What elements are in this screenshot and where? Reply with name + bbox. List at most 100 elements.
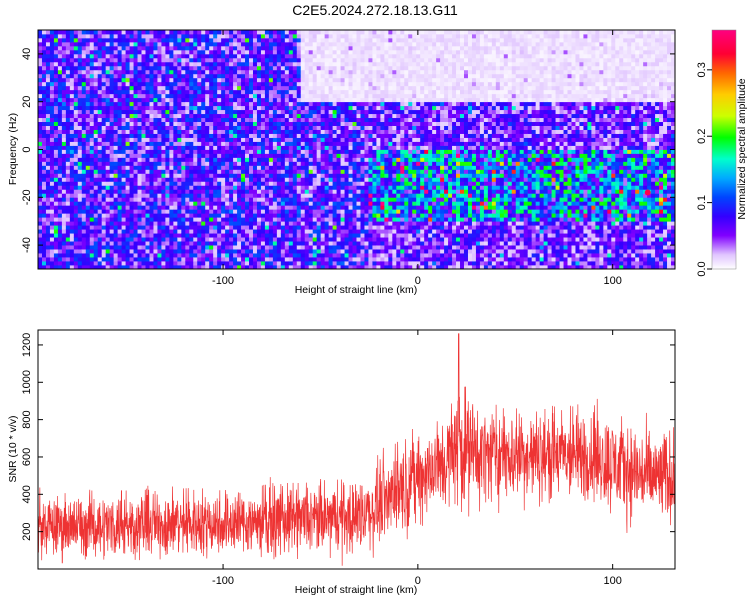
heatmap-cell (364, 209, 369, 214)
heatmap-cell (284, 205, 290, 210)
heatmap-cell (356, 257, 361, 262)
heatmap-cell (69, 197, 75, 202)
heatmap-cell (360, 117, 365, 123)
heatmap-cell (65, 37, 71, 43)
heatmap-cell (260, 85, 266, 91)
heatmap-cell (296, 173, 302, 178)
heatmap-cell (165, 265, 170, 269)
heatmap-cell (57, 30, 63, 35)
heatmap-cell (109, 197, 115, 202)
heatmap-cell (276, 101, 282, 107)
heatmap-cell (205, 197, 210, 202)
heatmap-cell (89, 145, 95, 150)
heatmap-cell (169, 149, 174, 154)
heatmap-cell (332, 141, 337, 146)
heatmap-cell (308, 153, 314, 158)
heatmap-cell (284, 141, 290, 146)
heatmap-cell (177, 165, 182, 170)
heatmap-cell (352, 129, 357, 134)
heatmap-cell (185, 117, 190, 123)
heatmap-cell (165, 141, 170, 146)
heatmap-cell (316, 241, 322, 246)
heatmap-cell (260, 129, 266, 134)
heatmap-cell (189, 241, 194, 246)
heatmap-cell (356, 225, 361, 230)
heatmap-cell (205, 173, 210, 178)
heatmap-cell (105, 225, 111, 230)
heatmap-cell (157, 253, 162, 258)
heatmap-cell (256, 121, 262, 126)
heatmap-cell (268, 245, 274, 250)
heatmap-cell (304, 77, 310, 83)
heatmap-cell (300, 209, 306, 214)
heatmap-cell (41, 185, 47, 190)
heatmap-cell (105, 241, 111, 246)
heatmap-cell (336, 45, 341, 51)
heatmap-cell (53, 225, 59, 230)
heatmap-cell (221, 209, 226, 214)
heatmap-cell (145, 149, 150, 154)
heatmap-cell (81, 89, 87, 95)
heatmap-cell (241, 205, 246, 210)
heatmap-cell (288, 57, 294, 63)
heatmap-cell (336, 53, 341, 59)
heatmap-cell (137, 221, 142, 226)
heatmap-cell (113, 233, 119, 238)
heatmap-cell (85, 57, 91, 63)
heatmap-cell (61, 105, 67, 111)
heatmap-cell (177, 53, 182, 59)
heatmap-cell (288, 249, 294, 254)
heatmap-cell (344, 217, 349, 222)
heatmap-cell (252, 137, 258, 142)
heatmap-cell (348, 197, 353, 202)
heatmap-cell (81, 81, 87, 87)
heatmap-cell (340, 73, 345, 79)
heatmap-cell (296, 97, 302, 103)
heatmap-cell (336, 30, 341, 35)
heatmap-cell (344, 237, 349, 242)
heatmap-cell (197, 53, 202, 59)
heatmap-cell (121, 89, 126, 95)
heatmap-cell (300, 205, 306, 210)
heatmap-cell (312, 33, 318, 39)
heatmap-cell (284, 93, 290, 99)
heatmap-cell (260, 117, 266, 123)
heatmap-cell (185, 85, 190, 91)
heatmap-cell (38, 61, 43, 67)
heatmap-cell (141, 197, 146, 202)
heatmap-cell (201, 109, 206, 115)
heatmap-cell (245, 241, 250, 246)
heatmap-cell (268, 221, 274, 226)
heatmap-cell (284, 89, 290, 95)
heatmap-cell (205, 129, 210, 134)
heatmap-cell (320, 41, 326, 47)
heatmap-cell (73, 137, 79, 142)
heatmap-cell (53, 30, 59, 35)
heatmap-cell (256, 181, 262, 186)
heatmap-cell (105, 105, 111, 111)
heatmap-cell (73, 81, 79, 87)
heatmap-cell (256, 141, 262, 146)
heatmap-cell (93, 193, 99, 198)
heatmap-cell (209, 233, 214, 238)
heatmap-cell (137, 41, 142, 47)
heatmap-cell (260, 113, 266, 119)
heatmap-cell (201, 205, 206, 210)
heatmap-cell (193, 129, 198, 134)
heatmap-cell (249, 49, 254, 55)
heatmap-cell (145, 101, 150, 107)
heatmap-cell (141, 41, 146, 47)
heatmap-cell (320, 181, 326, 186)
heatmap-cell (260, 109, 266, 115)
heatmap-cell (272, 205, 278, 210)
heatmap-cell (169, 141, 174, 146)
heatmap-cell (77, 45, 83, 51)
heatmap-cell (364, 129, 369, 134)
heatmap-cell (133, 165, 138, 170)
heatmap-cell (129, 173, 134, 178)
heatmap-cell (256, 253, 262, 258)
heatmap-cell (77, 145, 83, 150)
heatmap-cell (364, 217, 369, 222)
heatmap-cell (296, 217, 302, 222)
heatmap-cell (356, 113, 361, 119)
